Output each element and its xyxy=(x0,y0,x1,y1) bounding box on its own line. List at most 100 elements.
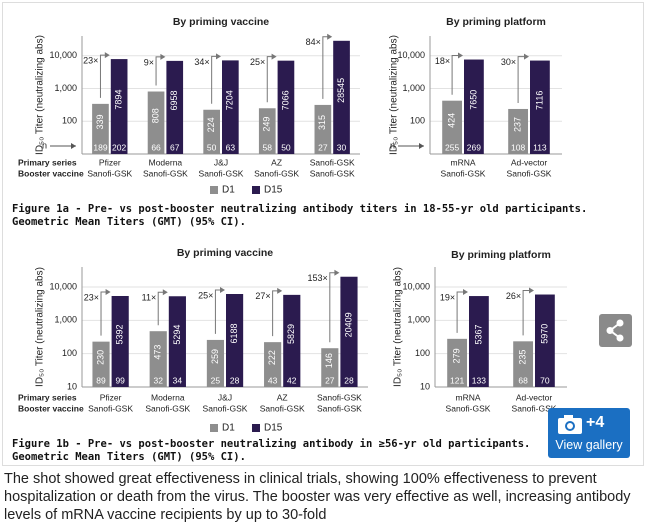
x-tick-label: Pfizer xyxy=(100,392,122,402)
fold-label: 25× xyxy=(198,290,213,300)
fold-arrowhead xyxy=(105,288,111,295)
bar-value-label: 7650 xyxy=(468,90,478,110)
y-tick-label: 1,000 xyxy=(54,83,77,93)
legend-swatch xyxy=(210,186,218,194)
fold-arrow xyxy=(322,36,331,99)
fold-arrow xyxy=(99,54,108,98)
bar-n-label: 27 xyxy=(318,142,328,152)
bar-n-label: 89 xyxy=(96,375,106,385)
x-tick-label: Moderna xyxy=(151,392,185,402)
n-label: n xyxy=(390,140,395,150)
fold-arrowhead xyxy=(334,269,340,276)
bar-n-label: 255 xyxy=(445,142,459,152)
bar xyxy=(333,40,350,154)
bar-n-label: 27 xyxy=(325,375,335,385)
x-tick-label: Sanofi-GSK xyxy=(143,168,188,178)
bar xyxy=(530,60,550,155)
fold-label: 19× xyxy=(440,292,455,302)
x-tick-label: Sanofi-GSK xyxy=(88,403,133,413)
x-tick-label: Sanofi-GSK xyxy=(260,403,305,413)
bar xyxy=(314,104,332,154)
bar xyxy=(535,294,555,387)
x-tick-label: mRNA xyxy=(450,157,475,167)
bar-n-label: 269 xyxy=(467,142,481,152)
gallery-button[interactable]: +4 View gallery xyxy=(548,408,630,458)
share-button[interactable] xyxy=(599,314,632,347)
bar xyxy=(111,295,129,387)
bar xyxy=(264,342,282,387)
bar-value-label: 279 xyxy=(451,348,461,363)
bar xyxy=(321,348,339,387)
x-tick-label: Moderna xyxy=(149,157,183,167)
x-tick-label: Sanofi-GSK xyxy=(87,168,132,178)
bar-n-label: 70 xyxy=(540,375,550,385)
fold-label: 23× xyxy=(83,55,98,65)
x-tick-label: Sanofi-GSK xyxy=(203,403,248,413)
bar xyxy=(166,60,184,154)
bar xyxy=(513,341,533,387)
x-tick-label: Sanofi-GSK xyxy=(317,392,362,402)
legend-label: D15 xyxy=(264,423,283,434)
bar-n-label: 133 xyxy=(472,375,486,385)
fold-arrow xyxy=(272,290,281,337)
bar-value-label: 259 xyxy=(210,349,220,364)
x-tick-label: Sanofi-GSK xyxy=(310,157,355,167)
caption: Figure 1a - Pre- vs post-booster neutral… xyxy=(12,203,588,228)
fold-arrowhead xyxy=(529,287,534,294)
bar xyxy=(222,60,239,154)
y-tick-label: 100 xyxy=(410,116,425,126)
bar xyxy=(206,339,224,387)
bar-value-label: 7116 xyxy=(534,91,544,110)
bar-value-label: 222 xyxy=(267,350,277,365)
bar-value-label: 5367 xyxy=(473,325,483,345)
article-text: The shot showed great effectiveness in c… xyxy=(4,471,631,523)
bar-n-label: 25 xyxy=(211,375,221,385)
fold-arrow xyxy=(456,291,466,333)
fold-arrow xyxy=(522,290,532,336)
y-tick-label: 10,000 xyxy=(397,50,425,60)
legend-label: D1 xyxy=(222,423,235,434)
x-tick-label: Sanofi-GSK xyxy=(441,168,486,178)
fold-arrow xyxy=(100,291,109,336)
bar-value-label: 224 xyxy=(206,117,216,132)
x-tick-label: AZ xyxy=(277,392,288,402)
bar-n-label: 108 xyxy=(511,142,525,152)
bar-value-label: 424 xyxy=(446,113,456,128)
bar-n-label: 113 xyxy=(533,142,547,152)
bar-n-label: 202 xyxy=(112,142,126,152)
y-tick-label: 100 xyxy=(415,348,430,358)
bar xyxy=(464,59,484,154)
bar xyxy=(258,108,276,154)
x-tick-label: mRNA xyxy=(455,392,480,402)
row-label: Primary series xyxy=(18,157,77,167)
n-arrowhead xyxy=(71,143,76,149)
y-axis-label: ID₅₀ Titer (neutralizing abs) xyxy=(35,35,46,155)
bar-n-label: 43 xyxy=(268,375,278,385)
fold-label: 25× xyxy=(250,57,265,67)
fold-label: 84× xyxy=(306,37,321,47)
y-tick-label: 1,000 xyxy=(402,83,425,93)
bar-value-label: 28545 xyxy=(336,78,346,103)
x-tick-label: Sanofi-GSK xyxy=(199,168,244,178)
fold-arrow xyxy=(329,272,338,343)
fold-arrowhead xyxy=(216,53,221,60)
bar-n-label: 63 xyxy=(226,142,236,152)
camera-icon xyxy=(558,415,582,434)
row-label: Booster vaccine xyxy=(18,403,84,413)
x-tick-label: Ad-vector xyxy=(511,157,548,167)
y-tick-label: 100 xyxy=(62,348,77,358)
x-tick-label: Ad-vector xyxy=(516,392,553,402)
bar xyxy=(508,108,528,154)
bar-n-label: 50 xyxy=(207,142,217,152)
bar-n-label: 58 xyxy=(263,142,273,152)
bar xyxy=(442,100,462,154)
bar-n-label: 34 xyxy=(173,375,183,385)
fold-arrowhead xyxy=(458,52,463,59)
fold-arrowhead xyxy=(271,53,277,60)
bar-value-label: 5829 xyxy=(286,324,296,344)
bar-n-label: 50 xyxy=(281,142,291,152)
bar-value-label: 808 xyxy=(150,108,160,123)
bar xyxy=(149,331,167,387)
fold-label: 18× xyxy=(435,56,450,66)
